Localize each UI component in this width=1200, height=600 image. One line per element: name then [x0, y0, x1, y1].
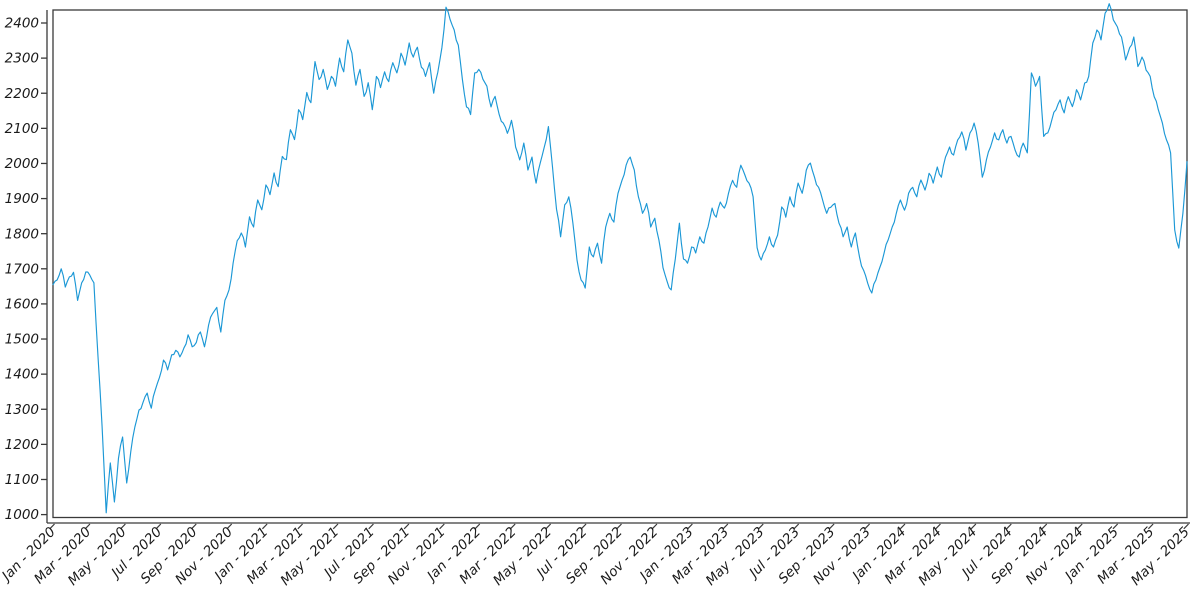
- x-tick-mark: [1077, 523, 1083, 530]
- x-tick-mark: [970, 523, 977, 530]
- y-tick-label: 2100: [5, 121, 39, 137]
- x-tick-mark: [49, 523, 55, 530]
- x-tick-mark: [403, 523, 410, 530]
- x-tick-mark: [935, 523, 941, 530]
- x-tick-mark: [261, 523, 268, 530]
- x-tick-mark: [616, 523, 622, 530]
- y-tick-label: 1800: [5, 226, 39, 242]
- x-tick-mark: [155, 523, 162, 530]
- x-tick-mark: [545, 523, 552, 530]
- x-tick-mark: [226, 523, 233, 530]
- x-tick-mark: [84, 523, 91, 530]
- x-tick-mark: [828, 523, 835, 530]
- x-tick-mark: [510, 523, 516, 530]
- y-tick-label: 2200: [5, 86, 39, 102]
- y-tick-label: 1300: [5, 402, 39, 418]
- x-tick-mark: [1041, 523, 1048, 530]
- x-tick-mark: [758, 523, 764, 530]
- y-tick-label: 1100: [5, 472, 39, 488]
- x-tick-mark: [474, 523, 481, 530]
- y-axis-ticks: 1000 1100 1200 1300 1400 1500 1600 1700 1800 1900…: [5, 16, 47, 523]
- y-tick-label: 2000: [5, 156, 39, 172]
- x-tick-mark: [1112, 523, 1119, 530]
- x-tick-mark: [297, 523, 303, 530]
- x-tick-mark: [332, 523, 339, 530]
- y-tick-label: 2400: [5, 16, 39, 32]
- x-tick-mark: [120, 523, 126, 530]
- x-tick-mark: [793, 523, 800, 530]
- x-tick-mark: [439, 523, 445, 530]
- y-tick-label: 1000: [5, 507, 39, 523]
- plot-frame: [52, 9, 1188, 519]
- y-tick-label: 1900: [5, 191, 39, 207]
- x-tick-mark: [368, 523, 374, 530]
- y-tick-label: 1500: [5, 332, 39, 348]
- y-tick-label: 1600: [5, 297, 39, 313]
- price-line-series: [52, 3, 1188, 514]
- x-tick-mark: [899, 523, 906, 530]
- x-tick-mark: [687, 523, 693, 530]
- x-tick-mark: [722, 523, 729, 530]
- y-tick-label: 1400: [5, 367, 39, 383]
- x-tick-mark: [1147, 523, 1154, 530]
- x-tick-mark: [191, 523, 197, 530]
- y-tick-label: 2300: [5, 51, 39, 67]
- x-tick-mark: [1006, 523, 1012, 530]
- y-tick-label: 1700: [5, 261, 39, 277]
- x-tick-mark: [864, 523, 870, 530]
- y-tick-label: 1200: [5, 437, 39, 453]
- x-tick-mark: [1183, 523, 1189, 530]
- x-tick-mark: [580, 523, 587, 530]
- x-tick-mark: [651, 523, 658, 530]
